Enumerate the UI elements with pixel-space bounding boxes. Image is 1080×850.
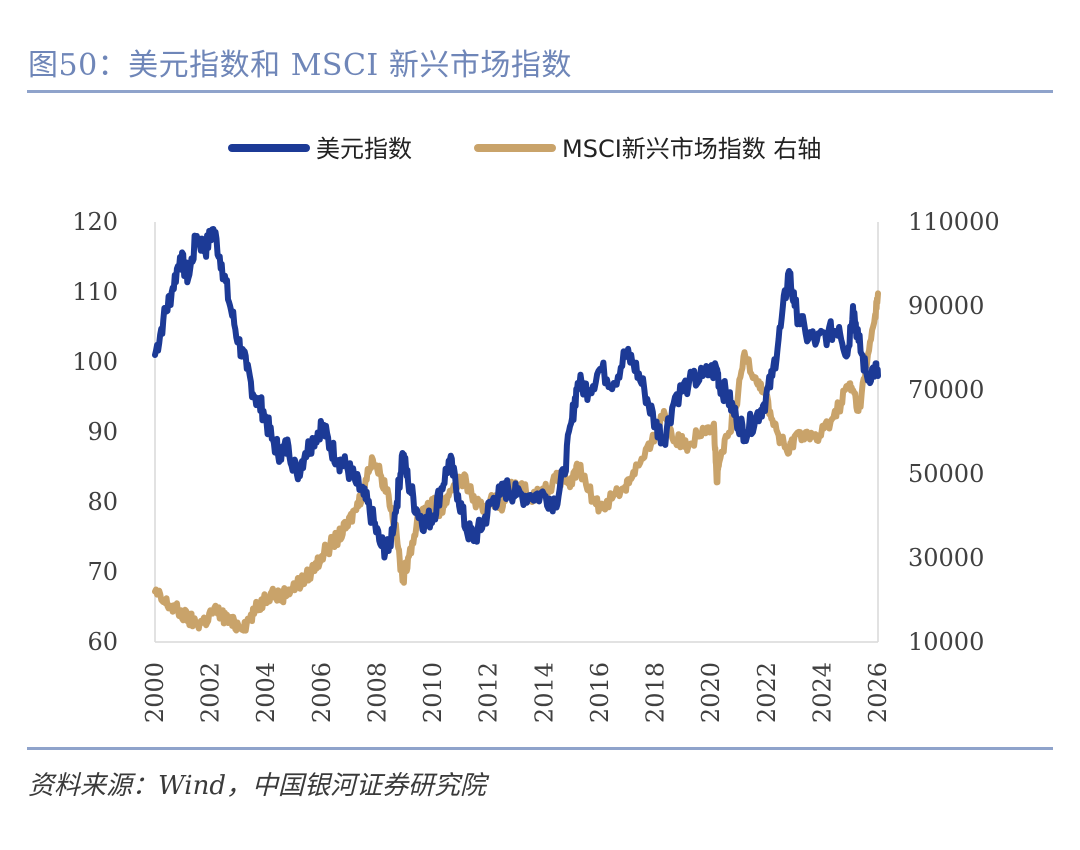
right-axis-tick: 70000 — [908, 376, 984, 404]
header-rule — [27, 90, 1053, 93]
x-axis-tick: 2004 — [252, 662, 280, 723]
x-axis-tick: 2026 — [864, 662, 892, 723]
series-line-dollar-index — [152, 226, 881, 561]
chart: 60 70 80 90 100 110 120 10000 30000 50000 70000 90… — [72, 135, 1000, 723]
left-axis-tick: 60 — [87, 628, 118, 656]
right-axis-tick: 90000 — [908, 292, 984, 320]
right-axis-tick: 50000 — [908, 460, 984, 488]
left-axis-tick: 100 — [72, 348, 118, 376]
x-axis-tick: 2012 — [475, 662, 503, 723]
left-axis-tick: 90 — [87, 418, 118, 446]
source-note: 资料来源：Wind，中国银河证券研究院 — [28, 771, 486, 801]
x-axis-tick: 2010 — [419, 662, 447, 723]
right-axis-tick: 10000 — [908, 628, 984, 656]
x-axis-tick: 2014 — [530, 662, 558, 723]
plot-frame — [154, 222, 879, 643]
legend-label: 美元指数 — [316, 135, 412, 163]
x-axis-tick: 2024 — [808, 662, 836, 723]
x-axis-tick: 2006 — [308, 662, 336, 723]
x-axis-tick: 2022 — [753, 662, 781, 723]
right-axis-ticks: 10000 30000 50000 70000 90000 110000 — [908, 208, 1000, 656]
legend: 美元指数 MSCI新兴市场指数 右轴 — [228, 135, 821, 163]
legend-label: MSCI新兴市场指数 右轴 — [562, 135, 821, 163]
x-axis-tick: 2020 — [697, 662, 725, 723]
footer-rule — [27, 747, 1053, 750]
x-axis-tick: 2008 — [363, 662, 391, 723]
left-axis-tick: 120 — [72, 208, 118, 236]
right-axis-tick: 30000 — [908, 544, 984, 572]
left-axis-tick: 110 — [72, 278, 118, 306]
left-axis-tick: 70 — [87, 558, 118, 586]
x-axis-tick: 2000 — [141, 662, 169, 723]
x-axis-ticks: 2000 2002 2004 2006 2008 2010 2012 2014 2016 2018… — [141, 662, 892, 723]
page-title: 图50：美元指数和 MSCI 新兴市场指数 — [28, 48, 572, 83]
left-axis-ticks: 60 70 80 90 100 110 120 — [72, 208, 118, 656]
right-axis-tick: 110000 — [908, 208, 1000, 236]
x-axis-tick: 2018 — [642, 662, 670, 723]
x-axis-tick: 2016 — [586, 662, 614, 723]
series-layer — [152, 226, 881, 634]
x-axis-tick: 2002 — [197, 662, 225, 723]
series-line-msci-em — [152, 290, 881, 634]
left-axis-tick: 80 — [87, 488, 118, 516]
